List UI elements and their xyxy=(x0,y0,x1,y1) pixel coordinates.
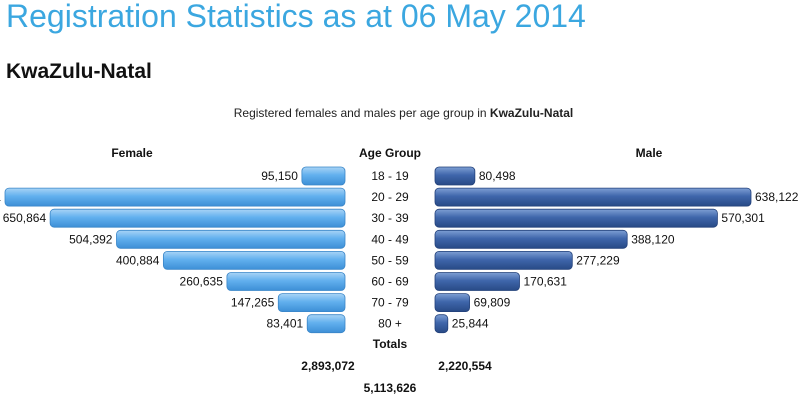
female-bar-5 xyxy=(226,272,346,291)
male-value-label: 170,631 xyxy=(523,275,567,289)
female-bar-0 xyxy=(301,166,346,186)
age-group-label: 20 - 29 xyxy=(371,190,409,204)
female-bar-2 xyxy=(49,208,346,228)
age-group-label: 70 - 79 xyxy=(371,296,409,310)
male-value-label: 69,809 xyxy=(474,296,511,310)
male-value-label: 388,120 xyxy=(631,232,675,246)
female-value-label: 147,265 xyxy=(231,296,275,310)
male-value-label: 25,844 xyxy=(452,317,489,331)
female-value-label: 95,150 xyxy=(261,169,298,183)
age-group-label: 60 - 69 xyxy=(371,275,409,289)
male-column-header: Male xyxy=(636,146,663,160)
male-value-label: 80,498 xyxy=(479,169,516,183)
chart-caption: Registered females and males per age gro… xyxy=(0,106,807,120)
male-bar-4 xyxy=(434,250,573,270)
female-bar-3 xyxy=(116,229,346,249)
male-bar-2 xyxy=(434,208,718,228)
male-bar-7 xyxy=(434,314,449,334)
chart-caption-province: KwaZulu-Natal xyxy=(489,106,574,120)
male-value-label: 570,301 xyxy=(721,211,765,225)
male-bar-5 xyxy=(434,272,520,291)
age-group-label: 30 - 39 xyxy=(371,211,409,225)
age-group-label: 18 - 19 xyxy=(371,169,409,183)
female-bar-4 xyxy=(162,250,346,270)
page-title: Registration Statistics as at 06 May 201… xyxy=(6,0,586,34)
female-value-label: 260,635 xyxy=(180,275,224,289)
male-value-label: 638,122 xyxy=(755,190,799,204)
male-bar-1 xyxy=(434,187,752,207)
age-group-label: 50 - 59 xyxy=(371,253,409,267)
female-bar-6 xyxy=(277,293,346,313)
female-total-value: 2,893,072 xyxy=(301,359,355,373)
age-group-column-header: Age Group xyxy=(359,146,421,160)
totals-label: Totals xyxy=(373,337,408,351)
overall-total-value: 5,113,626 xyxy=(364,381,417,395)
female-value-label: 750,481 xyxy=(0,190,1,204)
female-column-header: Female xyxy=(111,146,153,160)
age-group-label: 80 + xyxy=(378,317,402,331)
age-group-label: 40 - 49 xyxy=(371,232,409,246)
male-value-label: 277,229 xyxy=(576,253,620,267)
female-bar-1 xyxy=(4,187,346,207)
female-value-label: 650,864 xyxy=(3,211,47,225)
male-total-value: 2,220,554 xyxy=(438,359,492,373)
province-heading: KwaZulu-Natal xyxy=(6,60,152,83)
female-value-label: 83,401 xyxy=(267,317,304,331)
male-bar-0 xyxy=(434,166,476,186)
female-value-label: 400,884 xyxy=(116,253,160,267)
male-bar-6 xyxy=(434,293,470,313)
chart-caption-prefix: Registered females and males per age gro… xyxy=(233,106,487,120)
male-bar-3 xyxy=(434,229,628,249)
female-bar-7 xyxy=(306,314,346,334)
female-value-label: 504,392 xyxy=(69,232,113,246)
